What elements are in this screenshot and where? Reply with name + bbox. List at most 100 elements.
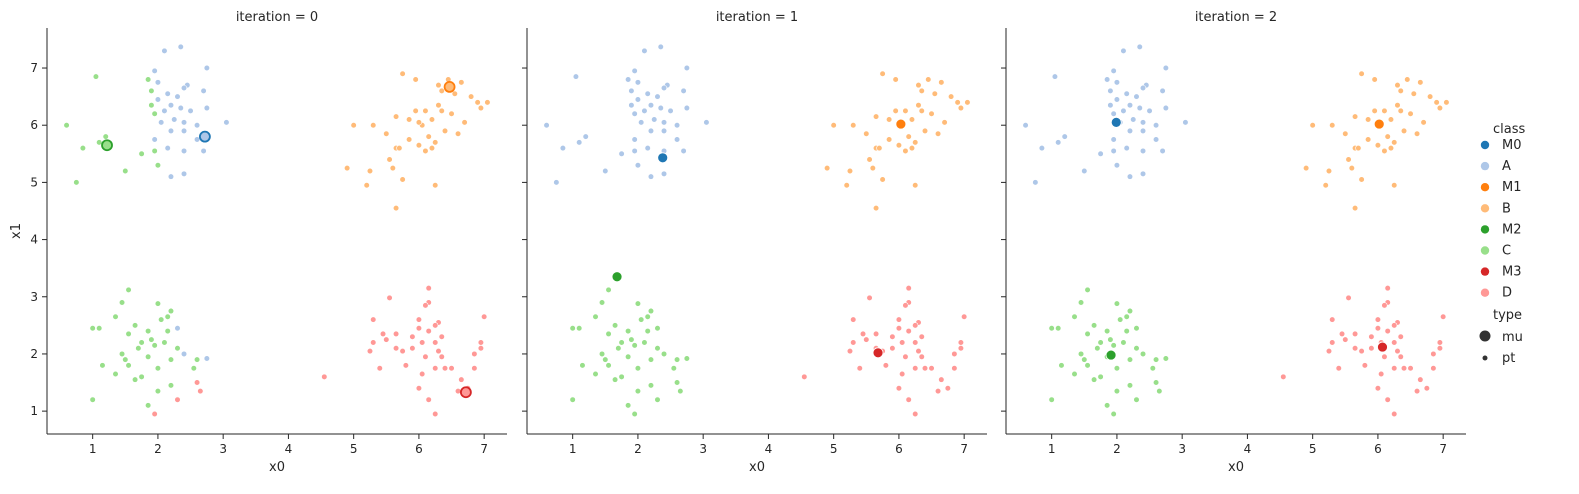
point-A-2-7: [1139, 84, 1147, 92]
point-B-1-30: [895, 142, 903, 149]
y-tick-label: 4: [30, 233, 38, 247]
x-tick-label: 7: [480, 442, 488, 456]
point-C-0-37: [102, 133, 109, 140]
point-D-0-33: [458, 376, 465, 383]
point-D-1-13: [889, 333, 896, 340]
point-D-1-32: [899, 370, 906, 378]
point-C-2-4: [1123, 313, 1130, 320]
point-C-0-38: [99, 362, 106, 369]
point-C-2-41: [1139, 350, 1147, 358]
point-C-0-5: [145, 76, 152, 83]
legend-marker-A: [1480, 161, 1490, 171]
point-C-1-36: [631, 410, 638, 418]
point-B-2-8: [1433, 99, 1440, 106]
point-B-2-28: [1381, 147, 1388, 155]
centroid-M1-0: [443, 80, 456, 93]
point-D-1-33: [938, 376, 945, 383]
point-C-1-23: [683, 355, 690, 362]
point-A-0-19: [180, 119, 188, 126]
point-D-1-23: [951, 350, 958, 358]
point-D-1-26: [902, 353, 909, 360]
point-C-0-4: [164, 313, 171, 320]
centroid-M0-0: [199, 130, 211, 143]
point-D-1-40: [961, 313, 968, 320]
point-C-0-41: [63, 122, 70, 129]
point-B-2-38: [1351, 205, 1359, 212]
point-B-0-35: [399, 176, 406, 183]
point-D-2-34: [1423, 385, 1430, 392]
point-C-1-2: [634, 300, 642, 307]
point-A-2-42: [1032, 179, 1039, 186]
point-D-2-26: [1381, 353, 1388, 360]
point-D-1-24: [915, 347, 922, 355]
point-B-0-22: [432, 139, 439, 146]
point-C-2-1: [1077, 299, 1085, 306]
point-B-2-11: [1394, 102, 1401, 109]
point-B-0-19: [441, 127, 449, 135]
point-C-1-3: [647, 307, 655, 315]
point-D-0-18: [392, 345, 400, 352]
x-tick-label: 4: [285, 442, 293, 456]
point-C-2-38: [1058, 362, 1065, 369]
point-B-1-26: [830, 122, 837, 129]
point-C-0-6: [158, 316, 165, 323]
point-D-0-14: [370, 339, 377, 346]
point-B-0-7: [468, 93, 475, 100]
point-A-2-30: [1110, 147, 1117, 155]
point-A-0-26: [203, 104, 210, 112]
point-A-2-22: [1152, 122, 1160, 129]
point-D-2-21: [1436, 339, 1444, 346]
point-D-2-11: [1338, 330, 1346, 338]
point-B-0-33: [366, 167, 374, 175]
point-C-2-34: [1133, 396, 1140, 403]
point-A-1-18: [651, 116, 658, 123]
point-C-2-23: [1162, 355, 1169, 362]
point-B-0-15: [406, 116, 413, 123]
point-A-1-26: [683, 104, 690, 112]
point-D-0-5: [370, 316, 377, 323]
point-B-0-40: [412, 107, 419, 115]
point-C-1-8: [576, 325, 583, 332]
point-C-0-24: [190, 365, 197, 372]
point-D-2-7: [1391, 322, 1398, 329]
point-B-2-3: [1417, 79, 1424, 86]
x-tick-label: 3: [219, 442, 227, 456]
y-tick-label: 2: [30, 347, 38, 361]
point-A-2-37: [1061, 133, 1068, 140]
point-B-2-30: [1374, 142, 1382, 149]
point-A-0-22: [193, 122, 201, 129]
point-A-1-40: [572, 73, 580, 80]
point-D-0-12: [438, 333, 445, 340]
point-C-0-29: [112, 370, 119, 378]
point-B-1-2: [892, 76, 899, 83]
point-D-2-19: [1358, 347, 1365, 355]
point-C-0-21: [167, 356, 175, 363]
point-D-1-22: [957, 345, 965, 352]
point-A-0-11: [164, 90, 171, 97]
x-tick-label: 4: [765, 442, 773, 456]
point-B-2-20: [1413, 130, 1421, 137]
point-B-2-9: [1443, 99, 1450, 106]
x-tick-label: 5: [1309, 442, 1317, 456]
point-A-2-35: [1081, 167, 1088, 175]
point-D-2-32: [1378, 370, 1385, 378]
point-C-0-35: [145, 402, 152, 409]
point-D-2-39: [1280, 373, 1287, 380]
point-A-2-18: [1130, 116, 1137, 123]
point-A-1-13: [657, 104, 664, 112]
point-C-2-6: [1117, 316, 1124, 323]
legend-type-title: type: [1493, 308, 1522, 323]
point-B-1-28: [902, 147, 909, 155]
centroid-M0-2: [1110, 116, 1122, 128]
point-B-0-39: [396, 144, 403, 152]
point-C-1-34: [654, 396, 661, 403]
point-D-0-30: [441, 365, 449, 372]
point-A-1-21: [631, 110, 638, 117]
point-B-0-10: [477, 104, 485, 112]
point-D-0-32: [419, 370, 426, 378]
point-B-2-12: [1381, 107, 1388, 115]
point-C-1-10: [625, 327, 632, 335]
point-D-0-8: [415, 325, 423, 332]
point-D-0-31: [193, 379, 201, 386]
